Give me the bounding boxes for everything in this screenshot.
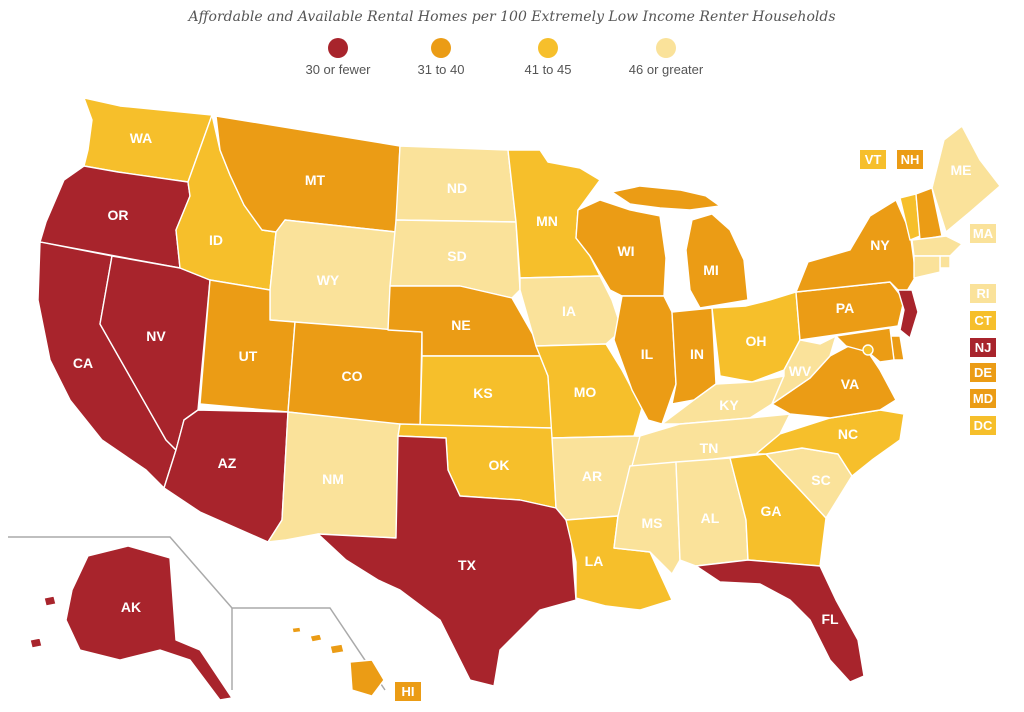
legend-swatch	[328, 38, 348, 58]
state-DC[interactable]	[862, 344, 874, 356]
state-HI[interactable]	[291, 626, 385, 697]
state-label-ME: ME	[951, 162, 972, 178]
state-AK[interactable]	[65, 545, 233, 701]
state-FL[interactable]	[695, 559, 865, 683]
state-label-VA: VA	[841, 376, 859, 392]
state-label-IL: IL	[641, 346, 654, 362]
state-label-CA: CA	[73, 355, 93, 371]
label-box-DC[interactable]: DC	[970, 416, 996, 435]
state-label-NE: NE	[451, 317, 470, 333]
label-box-RI[interactable]: RI	[970, 284, 996, 303]
state-label-FL: FL	[821, 611, 839, 627]
legend-swatch	[538, 38, 558, 58]
legend-label: 30 or fewer	[305, 62, 371, 77]
state-NJ[interactable]	[897, 289, 919, 339]
state-label-SD: SD	[447, 248, 466, 264]
state-label-TX: TX	[458, 557, 477, 573]
label-box-CT[interactable]: CT	[970, 311, 996, 330]
label-box-NH[interactable]: NH	[897, 150, 923, 169]
label-box-HI[interactable]: HI	[395, 682, 421, 701]
state-label-AK: AK	[121, 599, 141, 615]
state-MI[interactable]	[611, 185, 749, 309]
state-label-AR: AR	[582, 468, 602, 484]
state-label-NM: NM	[322, 471, 344, 487]
state-NC[interactable]	[755, 409, 905, 477]
state-label-MO: MO	[574, 384, 597, 400]
state-ME[interactable]	[931, 125, 1001, 233]
legend-label: 31 to 40	[417, 62, 465, 77]
state-MD[interactable]	[835, 327, 895, 363]
state-label-OR: OR	[108, 207, 129, 223]
legend-item-30-or-fewer: 30 or fewer	[283, 38, 393, 77]
state-label-UT: UT	[239, 348, 258, 364]
legend-item-31-to-40: 31 to 40	[386, 38, 496, 77]
state-label-AZ: AZ	[218, 455, 237, 471]
state-NY[interactable]	[795, 199, 917, 297]
state-label-NC: NC	[838, 426, 858, 442]
legend-item-46-or-greater: 46 or greater	[611, 38, 721, 77]
state-label-MI: MI	[703, 262, 719, 278]
legend-swatch	[431, 38, 451, 58]
label-box-DE[interactable]: DE	[970, 363, 996, 382]
legend-label: 46 or greater	[628, 62, 704, 77]
alaska-islands	[29, 595, 57, 649]
label-box-MA[interactable]: MA	[970, 224, 996, 243]
state-label-TN: TN	[700, 440, 719, 456]
map-title: Affordable and Available Rental Homes pe…	[188, 9, 836, 25]
label-box-MD[interactable]: MD	[970, 389, 996, 408]
legend-item-41-to-45: 41 to 45	[493, 38, 603, 77]
state-label-OK: OK	[489, 457, 510, 473]
state-label-MT: MT	[305, 172, 326, 188]
state-WV[interactable]	[771, 335, 837, 405]
state-label-LA: LA	[585, 553, 604, 569]
state-label-KS: KS	[473, 385, 492, 401]
state-label-MN: MN	[536, 213, 558, 229]
state-label-GA: GA	[761, 503, 782, 519]
state-label-IA: IA	[562, 303, 576, 319]
state-label-OH: OH	[746, 333, 767, 349]
state-label-WV: WV	[789, 363, 812, 379]
state-label-SC: SC	[811, 472, 830, 488]
state-label-AL: AL	[701, 510, 720, 526]
state-CT[interactable]	[913, 255, 941, 279]
label-box-VT[interactable]: VT	[860, 150, 886, 169]
state-label-MS: MS	[642, 515, 663, 531]
state-RI[interactable]	[939, 255, 951, 269]
state-label-ND: ND	[447, 180, 467, 196]
state-label-ID: ID	[209, 232, 223, 248]
state-label-IN: IN	[690, 346, 704, 362]
state-label-WI: WI	[617, 243, 634, 259]
legend-swatch	[656, 38, 676, 58]
label-box-NJ[interactable]: NJ	[970, 338, 996, 357]
state-label-NV: NV	[146, 328, 166, 344]
state-label-WA: WA	[130, 130, 153, 146]
state-label-NY: NY	[870, 237, 890, 253]
state-label-CO: CO	[342, 368, 363, 384]
state-AZ[interactable]	[163, 409, 289, 543]
state-label-KY: KY	[719, 397, 739, 413]
legend-label: 41 to 45	[524, 62, 572, 77]
state-MA[interactable]	[911, 235, 963, 257]
state-TX[interactable]	[317, 435, 577, 687]
state-label-PA: PA	[836, 300, 854, 316]
state-label-WY: WY	[317, 272, 340, 288]
